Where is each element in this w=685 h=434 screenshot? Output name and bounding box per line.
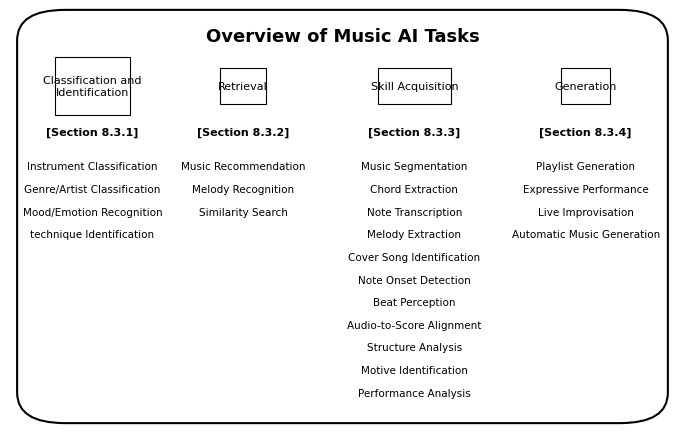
Text: Instrument Classification: Instrument Classification xyxy=(27,162,158,172)
Text: Generation: Generation xyxy=(554,82,617,92)
Text: Music Segmentation: Music Segmentation xyxy=(361,162,468,172)
Text: Motive Identification: Motive Identification xyxy=(361,365,468,375)
Text: Live Improvisation: Live Improvisation xyxy=(538,207,634,217)
Text: [Section 8.3.1]: [Section 8.3.1] xyxy=(47,127,138,138)
Text: Classification and
Identification: Classification and Identification xyxy=(43,76,142,98)
FancyBboxPatch shape xyxy=(220,69,266,105)
Text: Playlist Generation: Playlist Generation xyxy=(536,162,635,172)
Text: Note Onset Detection: Note Onset Detection xyxy=(358,275,471,285)
Text: Note Transcription: Note Transcription xyxy=(366,207,462,217)
FancyBboxPatch shape xyxy=(561,69,610,105)
FancyBboxPatch shape xyxy=(55,58,130,115)
Text: Performance Analysis: Performance Analysis xyxy=(358,388,471,398)
Text: Structure Analysis: Structure Analysis xyxy=(366,343,462,352)
Text: [Section 8.3.2]: [Section 8.3.2] xyxy=(197,127,289,138)
Text: Genre/Artist Classification: Genre/Artist Classification xyxy=(24,185,161,194)
Text: Melody Extraction: Melody Extraction xyxy=(367,230,462,240)
Text: Cover Song Identification: Cover Song Identification xyxy=(349,253,480,262)
Text: Similarity Search: Similarity Search xyxy=(199,207,288,217)
Text: Audio-to-Score Alignment: Audio-to-Score Alignment xyxy=(347,320,482,330)
Text: [Section 8.3.3]: [Section 8.3.3] xyxy=(369,127,460,138)
FancyBboxPatch shape xyxy=(17,11,668,423)
Text: Melody Recognition: Melody Recognition xyxy=(192,185,295,194)
Text: Overview of Music AI Tasks: Overview of Music AI Tasks xyxy=(206,28,480,46)
Text: technique Identification: technique Identification xyxy=(30,230,155,240)
Text: Beat Perception: Beat Perception xyxy=(373,298,456,307)
FancyBboxPatch shape xyxy=(378,69,451,105)
Text: Automatic Music Generation: Automatic Music Generation xyxy=(512,230,660,240)
Text: Skill Acquisition: Skill Acquisition xyxy=(371,82,458,92)
Text: [Section 8.3.4]: [Section 8.3.4] xyxy=(539,127,632,138)
Text: Expressive Performance: Expressive Performance xyxy=(523,185,649,194)
Text: Chord Extraction: Chord Extraction xyxy=(371,185,458,194)
Text: Mood/Emotion Recognition: Mood/Emotion Recognition xyxy=(23,207,162,217)
Text: Music Recommendation: Music Recommendation xyxy=(181,162,306,172)
Text: Retrieval: Retrieval xyxy=(219,82,268,92)
